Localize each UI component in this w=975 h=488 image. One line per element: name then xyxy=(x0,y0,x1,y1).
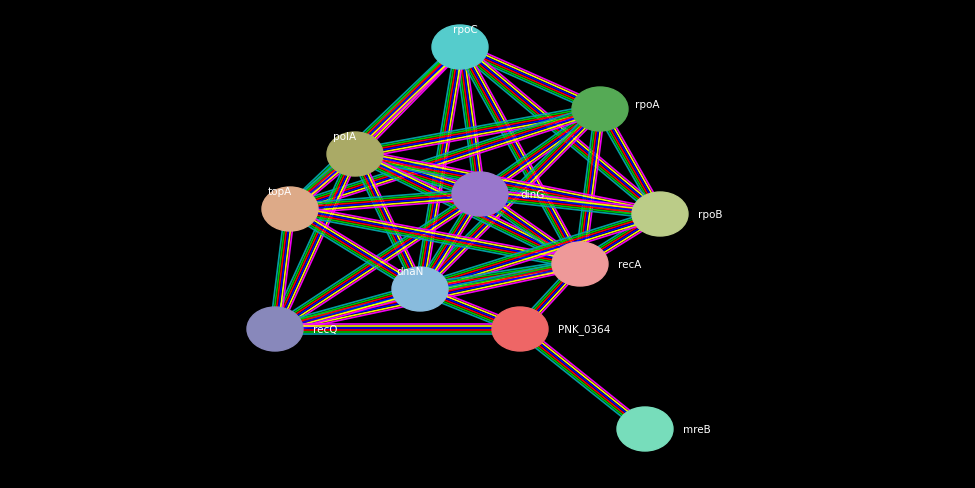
Text: polA: polA xyxy=(333,132,357,142)
Ellipse shape xyxy=(262,187,318,231)
Ellipse shape xyxy=(492,307,548,351)
Text: recQ: recQ xyxy=(313,325,337,334)
Text: mreB: mreB xyxy=(683,424,711,434)
Ellipse shape xyxy=(572,88,628,132)
Ellipse shape xyxy=(617,407,673,451)
Text: rpoA: rpoA xyxy=(635,100,659,110)
Text: topA: topA xyxy=(268,186,292,197)
Ellipse shape xyxy=(392,267,448,311)
Ellipse shape xyxy=(432,26,488,70)
Ellipse shape xyxy=(632,193,688,237)
Text: rpoB: rpoB xyxy=(698,209,722,220)
Ellipse shape xyxy=(452,173,508,217)
Ellipse shape xyxy=(247,307,303,351)
Text: recA: recA xyxy=(618,260,642,269)
Ellipse shape xyxy=(327,133,383,177)
Text: PNK_0364: PNK_0364 xyxy=(558,324,610,335)
Text: dinG: dinG xyxy=(520,190,544,200)
Text: rpoC: rpoC xyxy=(452,25,478,35)
Text: dnaN: dnaN xyxy=(396,266,424,276)
Ellipse shape xyxy=(552,243,608,286)
